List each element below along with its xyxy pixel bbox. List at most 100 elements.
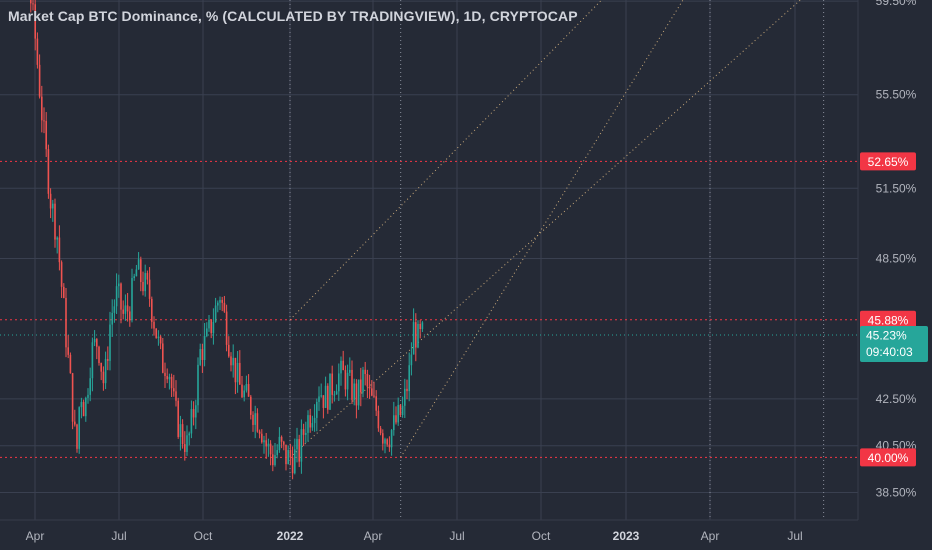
candle-body [421, 322, 424, 330]
candle-body [340, 360, 342, 374]
candle-body [382, 433, 384, 444]
candle-body [45, 121, 47, 150]
candle-body [390, 430, 393, 448]
candle-body [32, 3, 34, 5]
candle-body [82, 401, 85, 417]
candle-body [184, 444, 186, 452]
candle-body [69, 354, 72, 374]
candle-body [102, 371, 105, 384]
level-label[interactable]: 52.65% [860, 152, 916, 171]
candle-body [373, 395, 375, 397]
candle-body [214, 305, 217, 323]
y-tick-label: 51.50% [876, 181, 917, 195]
candle-body [190, 409, 193, 434]
y-tick-label: 38.50% [876, 486, 917, 500]
candle-body [195, 405, 197, 418]
level-label-bg [860, 448, 916, 467]
x-tick-label: 2023 [613, 529, 640, 543]
candle-body [124, 305, 127, 314]
candle-body [406, 388, 408, 392]
candle-body [107, 359, 109, 361]
candle-body [212, 322, 215, 334]
candle-body [175, 391, 177, 401]
candle-body [186, 435, 188, 452]
level-label-text: 40.00% [868, 451, 909, 465]
candle-body [93, 339, 96, 343]
candle-body [111, 312, 113, 325]
candle-body [100, 362, 102, 372]
candle-body [146, 273, 149, 280]
candle-body [342, 360, 344, 371]
candle-body [346, 372, 349, 390]
candle-body [89, 378, 91, 395]
candle-body [47, 149, 50, 194]
candle-body [404, 388, 406, 406]
candle-body [250, 396, 252, 415]
candle-body [412, 322, 415, 355]
level-label-text: 45.88% [868, 313, 909, 327]
level-label[interactable]: 40.00% [860, 448, 916, 467]
candle-body [384, 439, 386, 444]
candle-body [399, 405, 402, 416]
candle-body [338, 373, 340, 392]
candle-body [230, 356, 232, 366]
candle-body [155, 328, 157, 338]
candle-body [179, 424, 182, 437]
candle-body [166, 376, 168, 380]
current-price-label: 45.23% 09:40:03 [860, 326, 928, 363]
level-label-text: 52.65% [868, 155, 909, 169]
candle-body [371, 388, 373, 396]
time-axis [0, 520, 858, 550]
candle-body [76, 424, 78, 449]
candle-body [298, 439, 300, 462]
candle-body [302, 429, 305, 435]
candle-body [368, 386, 371, 389]
candle-body [170, 376, 173, 389]
candle-body [401, 405, 404, 416]
x-tick-label: Oct [194, 529, 213, 543]
level-label[interactable]: 45.88% [860, 310, 916, 329]
candle-body [327, 385, 329, 410]
candle-body [333, 394, 336, 396]
candle-body [58, 237, 61, 263]
candle-body [287, 450, 289, 465]
candle-body [137, 259, 140, 270]
candle-body [375, 396, 377, 411]
candle-body [164, 372, 166, 377]
candle-body [318, 396, 320, 402]
candle-body [54, 203, 56, 240]
candle-body [349, 369, 351, 373]
candle-body [256, 413, 259, 432]
candle-body [296, 439, 298, 450]
candle-body [85, 397, 87, 417]
candle-body [261, 433, 263, 443]
candle-body [234, 357, 237, 383]
candle-body [181, 424, 184, 445]
candle-body [131, 278, 133, 321]
candle-body [274, 455, 276, 466]
candle-body [313, 417, 316, 424]
x-tick-label: Oct [532, 529, 551, 543]
candle-body [140, 259, 142, 282]
candle-body [410, 354, 413, 366]
candle-body [294, 449, 296, 474]
candle-body [38, 64, 41, 97]
candle-body [377, 410, 380, 429]
candle-body [263, 440, 265, 443]
candle-body [74, 421, 76, 425]
x-tick-label: Jul [787, 529, 802, 543]
current-price-value: 45.23% [866, 329, 907, 343]
candle-body [247, 384, 250, 397]
candle-body [113, 306, 116, 313]
chart-title: Market Cap BTC Dominance, % (CALCULATED … [8, 8, 578, 24]
candle-body [162, 343, 164, 373]
candle-body [267, 443, 270, 447]
level-label-bg [860, 152, 916, 171]
candle-body [276, 450, 278, 456]
candle-body [203, 335, 206, 361]
candle-body [232, 357, 234, 366]
candle-body [280, 436, 283, 442]
candle-body [148, 279, 151, 299]
candle-body [258, 431, 261, 434]
